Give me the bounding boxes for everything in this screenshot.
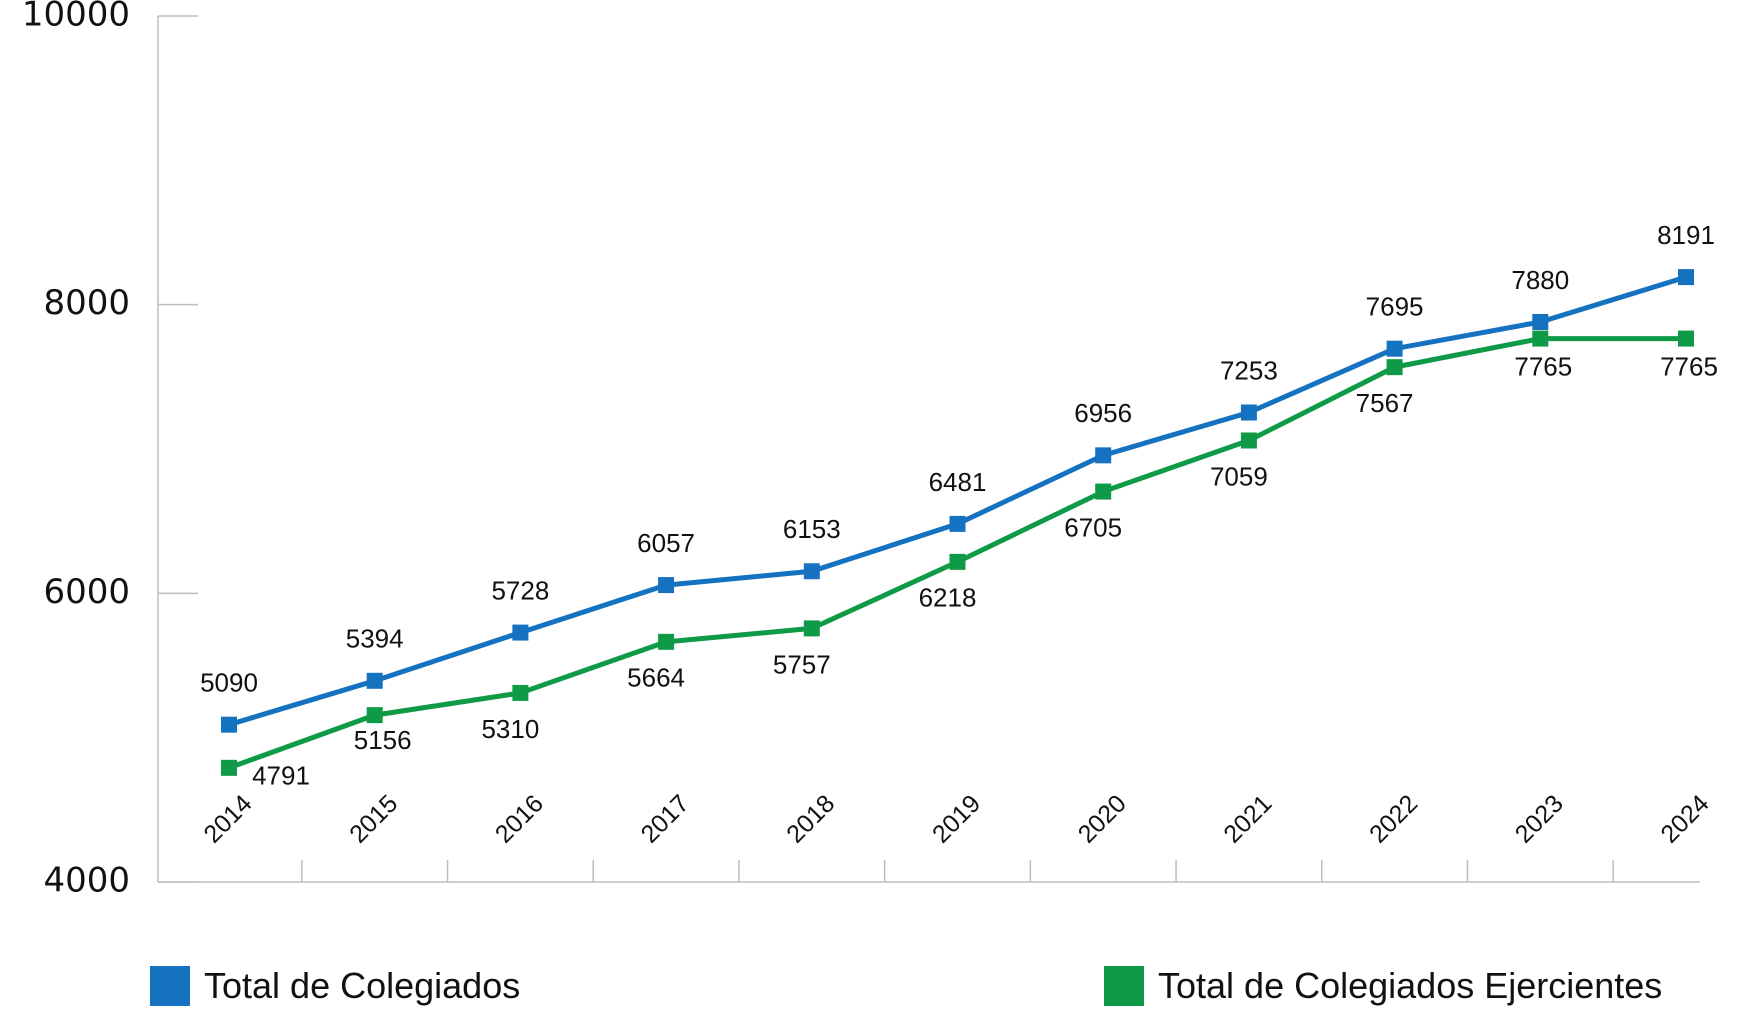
x-tick-label: 2021 (1218, 789, 1277, 848)
data-label-total-colegiados-ejercientes: 6705 (1064, 512, 1122, 542)
data-labels: 5090 5394 5728 6057 6153 6481 6956 7253 7695 7880… (200, 220, 1718, 791)
chart-axes (157, 16, 1700, 883)
data-point-total-colegiados (658, 577, 675, 594)
data-point-total-colegiados (803, 563, 820, 580)
data-point-total-colegiados (221, 716, 237, 733)
legend-swatch-total-colegiados (150, 966, 190, 1006)
legend-label-total-colegiados-ejercientes: Total de Colegiados Ejercientes (1158, 965, 1663, 1006)
series-line-total-colegiados-ejercientes (228, 336, 1686, 771)
y-tick-label: 6000 (43, 572, 130, 612)
data-point-total-colegiados-ejercientes (1386, 359, 1403, 376)
data-label-total-colegiados-ejercientes: 5310 (481, 714, 539, 744)
legend-item-total-colegiados: Total de Colegiados (150, 966, 520, 1006)
data-point-total-colegiados-ejercientes (949, 553, 966, 570)
y-tick-label: 8000 (43, 283, 130, 323)
data-point-total-colegiados-ejercientes (366, 707, 383, 724)
legend-swatch-total-colegiados-ejercientes (1104, 966, 1144, 1006)
data-point-total-colegiados (1240, 404, 1257, 421)
data-label-total-colegiados: 7695 (1366, 292, 1424, 322)
data-point-total-colegiados-ejercientes (658, 633, 675, 650)
legend-item-total-colegiados-ejercientes: Total de Colegiados Ejercientes (1104, 966, 1662, 1006)
x-tick-label: 2016 (490, 789, 549, 848)
x-tick-label: 2015 (344, 789, 403, 848)
data-point-total-colegiados (366, 672, 383, 689)
data-point-total-colegiados-ejercientes (1240, 432, 1257, 449)
data-label-total-colegiados: 6956 (1074, 398, 1132, 428)
x-tick-label: 2019 (927, 789, 986, 848)
x-tick-label: 2023 (1510, 789, 1569, 848)
data-label-total-colegiados-ejercientes: 5664 (627, 663, 685, 693)
x-tick-label: 2018 (781, 789, 840, 848)
data-point-total-colegiados-ejercientes (1678, 330, 1694, 347)
data-label-total-colegiados-ejercientes: 7765 (1660, 351, 1718, 381)
data-label-total-colegiados: 5394 (346, 624, 404, 654)
data-point-total-colegiados (512, 624, 529, 641)
data-label-total-colegiados-ejercientes: 7765 (1514, 351, 1572, 381)
data-label-total-colegiados: 7880 (1511, 265, 1569, 295)
data-point-total-colegiados (1532, 313, 1549, 330)
data-point-total-colegiados-ejercientes (1095, 483, 1112, 500)
data-point-total-colegiados-ejercientes (803, 620, 820, 637)
x-tick-label: 2020 (1073, 789, 1132, 848)
data-label-total-colegiados: 5090 (200, 668, 258, 698)
series-line-total-colegiados (228, 274, 1687, 728)
x-axis-ticks: 2014 2015 2016 2017 2018 2019 2020 2021 2022 2023… (198, 789, 1715, 882)
data-point-total-colegiados (1678, 269, 1694, 286)
y-tick-label: 4000 (43, 861, 130, 901)
data-label-total-colegiados-ejercientes: 7567 (1356, 388, 1414, 418)
data-label-total-colegiados: 6153 (783, 514, 841, 544)
data-label-total-colegiados: 6481 (929, 467, 987, 497)
series-markers (221, 269, 1694, 776)
data-point-total-colegiados (1095, 447, 1112, 464)
legend-label-total-colegiados: Total de Colegiados (204, 965, 521, 1006)
data-label-total-colegiados-ejercientes: 5156 (354, 725, 412, 755)
data-label-total-colegiados-ejercientes: 6218 (919, 583, 977, 613)
y-axis-ticks: 4000 6000 8000 10000 (22, 0, 198, 901)
data-label-total-colegiados-ejercientes: 7059 (1210, 461, 1268, 491)
data-label-total-colegiados: 5728 (491, 575, 549, 605)
data-label-total-colegiados: 8191 (1657, 220, 1715, 250)
data-label-total-colegiados: 7253 (1220, 355, 1278, 385)
data-point-total-colegiados (1386, 340, 1403, 357)
data-label-total-colegiados-ejercientes: 4791 (252, 761, 310, 791)
x-tick-label: 2022 (1364, 789, 1423, 848)
data-point-total-colegiados-ejercientes (512, 684, 529, 701)
data-point-total-colegiados (949, 515, 966, 532)
x-tick-label: 2024 (1655, 789, 1714, 848)
data-label-total-colegiados: 6057 (637, 528, 695, 558)
y-tick-label: 10000 (22, 0, 130, 35)
data-point-total-colegiados-ejercientes (1532, 330, 1549, 347)
data-label-total-colegiados-ejercientes: 5757 (773, 649, 831, 679)
x-tick-label: 2014 (198, 789, 257, 848)
x-tick-label: 2017 (636, 789, 695, 848)
data-point-total-colegiados-ejercientes (221, 759, 237, 776)
